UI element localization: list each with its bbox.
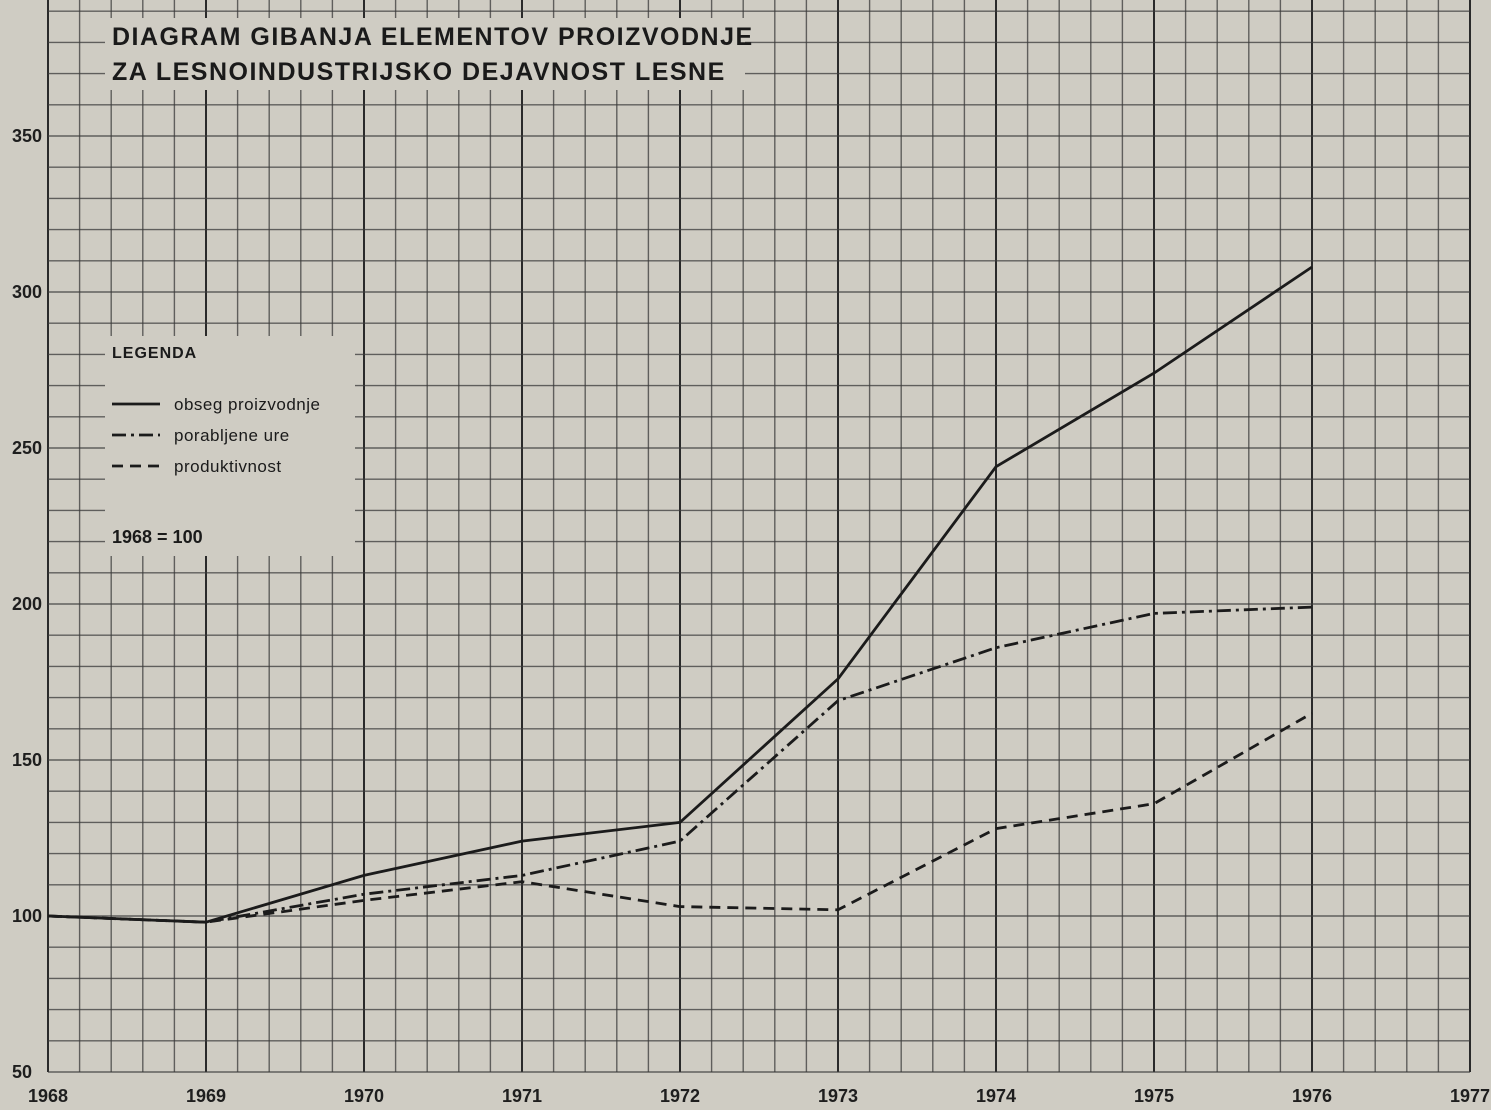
x-tick-label: 1974	[976, 1086, 1016, 1106]
y-tick-label: 300	[12, 282, 42, 302]
x-axis-ticks: 1968 1969 1970 1971 1972 1973 1974 1975 1976 1977	[28, 1086, 1490, 1106]
legend-label-porabljene-ure: porabljene ure	[174, 426, 290, 445]
x-tick-label: 1970	[344, 1086, 384, 1106]
x-tick-label: 1968	[28, 1086, 68, 1106]
x-tick-label: 1972	[660, 1086, 700, 1106]
x-tick-label: 1975	[1134, 1086, 1174, 1106]
title-line-2: ZA LESNOINDUSTRIJSKO DEJAVNOST LESNE	[112, 58, 726, 86]
title-background	[105, 18, 745, 90]
y-tick-label: 150	[12, 750, 42, 770]
title-line-1: DIAGRAM GIBANJA ELEMENTOV PROIZVODNJE	[112, 23, 754, 51]
x-tick-label: 1973	[818, 1086, 858, 1106]
y-tick-label: 100	[12, 906, 42, 926]
x-tick-label: 1976	[1292, 1086, 1332, 1106]
x-tick-label: 1977	[1450, 1086, 1490, 1106]
y-tick-label: 250	[12, 438, 42, 458]
legend: LEGENDA obseg proizvodnje porabljene ure…	[105, 336, 355, 556]
series-layer	[47, 265, 1313, 924]
legend-label-obseg-proizvodnje: obseg proizvodnje	[174, 395, 320, 414]
y-tick-label: 350	[12, 126, 42, 146]
x-tick-label: 1969	[186, 1086, 226, 1106]
legend-title: LEGENDA	[112, 345, 197, 362]
series-line-obseg-proizvodnje	[47, 265, 1313, 924]
y-tick-label: 50	[12, 1062, 32, 1082]
chart-title: DIAGRAM GIBANJA ELEMENTOV PROIZVODNJE ZA…	[105, 18, 754, 90]
legend-label-produktivnost: produktivnost	[174, 457, 282, 476]
base-year-note: 1968 = 100	[112, 527, 203, 547]
y-tick-label: 200	[12, 594, 42, 614]
legend-background	[105, 336, 355, 556]
y-axis-ticks: 50 100 150 200 250 300 350	[12, 126, 42, 1082]
series-line-produktivnost	[47, 711, 1313, 924]
x-tick-label: 1971	[502, 1086, 542, 1106]
